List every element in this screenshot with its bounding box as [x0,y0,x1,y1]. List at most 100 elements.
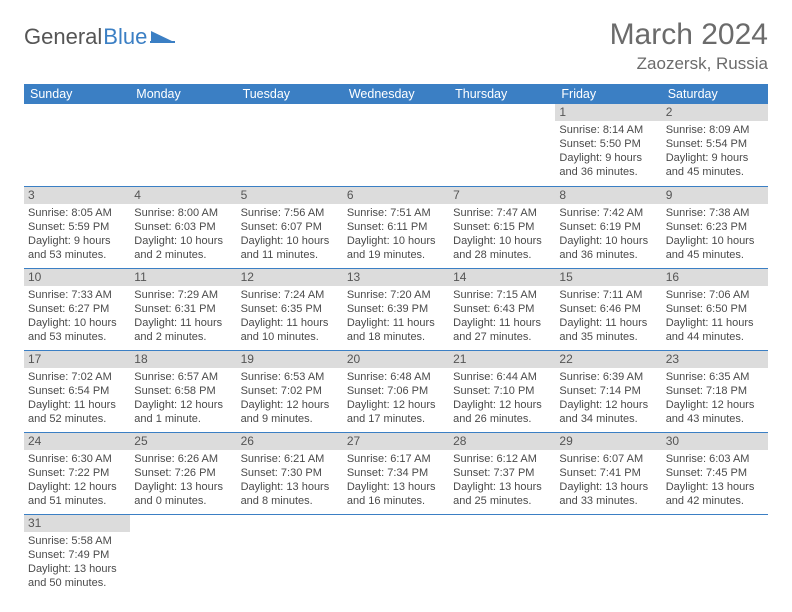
daylight-text-2: and 18 minutes. [347,330,445,344]
day-number: 24 [24,433,130,450]
daylight-text-1: Daylight: 10 hours [134,234,232,248]
daylight-text-2: and 52 minutes. [28,412,126,426]
day-body: Sunrise: 6:57 AMSunset: 6:58 PMDaylight:… [130,368,236,429]
calendar-cell: 17Sunrise: 7:02 AMSunset: 6:54 PMDayligh… [24,350,130,432]
daylight-text-2: and 9 minutes. [241,412,339,426]
daylight-text-2: and 35 minutes. [559,330,657,344]
day-number: 13 [343,269,449,286]
calendar-head: SundayMondayTuesdayWednesdayThursdayFrid… [24,84,768,104]
day-body: Sunrise: 7:42 AMSunset: 6:19 PMDaylight:… [555,204,661,265]
calendar-cell: 10Sunrise: 7:33 AMSunset: 6:27 PMDayligh… [24,268,130,350]
sunrise-text: Sunrise: 7:24 AM [241,288,339,302]
calendar-cell [130,514,236,596]
sunrise-text: Sunrise: 8:05 AM [28,206,126,220]
sunrise-text: Sunrise: 8:00 AM [134,206,232,220]
daylight-text-2: and 8 minutes. [241,494,339,508]
sunrise-text: Sunrise: 7:11 AM [559,288,657,302]
calendar-cell [343,104,449,186]
calendar-cell: 1Sunrise: 8:14 AMSunset: 5:50 PMDaylight… [555,104,661,186]
daylight-text-1: Daylight: 11 hours [453,316,551,330]
calendar-cell: 14Sunrise: 7:15 AMSunset: 6:43 PMDayligh… [449,268,555,350]
day-number: 23 [662,351,768,368]
day-body: Sunrise: 7:33 AMSunset: 6:27 PMDaylight:… [24,286,130,347]
day-number: 6 [343,187,449,204]
calendar-row: 31Sunrise: 5:58 AMSunset: 7:49 PMDayligh… [24,514,768,596]
sunrise-text: Sunrise: 6:48 AM [347,370,445,384]
daylight-text-1: Daylight: 13 hours [347,480,445,494]
day-body: Sunrise: 5:58 AMSunset: 7:49 PMDaylight:… [24,532,130,593]
daylight-text-1: Daylight: 11 hours [666,316,764,330]
sunrise-text: Sunrise: 6:57 AM [134,370,232,384]
calendar-cell: 23Sunrise: 6:35 AMSunset: 7:18 PMDayligh… [662,350,768,432]
sunrise-text: Sunrise: 7:02 AM [28,370,126,384]
sunset-text: Sunset: 6:54 PM [28,384,126,398]
day-body: Sunrise: 7:11 AMSunset: 6:46 PMDaylight:… [555,286,661,347]
sunrise-text: Sunrise: 7:20 AM [347,288,445,302]
day-body: Sunrise: 8:00 AMSunset: 6:03 PMDaylight:… [130,204,236,265]
daylight-text-2: and 2 minutes. [134,248,232,262]
calendar-cell: 8Sunrise: 7:42 AMSunset: 6:19 PMDaylight… [555,186,661,268]
day-number: 27 [343,433,449,450]
day-number: 7 [449,187,555,204]
daylight-text-1: Daylight: 12 hours [347,398,445,412]
daylight-text-1: Daylight: 10 hours [347,234,445,248]
day-body: Sunrise: 6:35 AMSunset: 7:18 PMDaylight:… [662,368,768,429]
weekday-header: Tuesday [237,84,343,104]
calendar-cell: 24Sunrise: 6:30 AMSunset: 7:22 PMDayligh… [24,432,130,514]
daylight-text-1: Daylight: 9 hours [28,234,126,248]
calendar-cell [237,104,343,186]
daylight-text-2: and 1 minute. [134,412,232,426]
day-number: 14 [449,269,555,286]
sunset-text: Sunset: 7:30 PM [241,466,339,480]
title-block: March 2024 Zaozersk, Russia [610,18,768,74]
sunrise-text: Sunrise: 7:56 AM [241,206,339,220]
sunset-text: Sunset: 7:41 PM [559,466,657,480]
day-body: Sunrise: 7:51 AMSunset: 6:11 PMDaylight:… [343,204,449,265]
sunset-text: Sunset: 6:15 PM [453,220,551,234]
day-body: Sunrise: 7:02 AMSunset: 6:54 PMDaylight:… [24,368,130,429]
daylight-text-2: and 16 minutes. [347,494,445,508]
sunset-text: Sunset: 6:50 PM [666,302,764,316]
sunset-text: Sunset: 6:39 PM [347,302,445,316]
daylight-text-2: and 53 minutes. [28,248,126,262]
day-number: 29 [555,433,661,450]
daylight-text-1: Daylight: 12 hours [241,398,339,412]
sunrise-text: Sunrise: 6:39 AM [559,370,657,384]
daylight-text-2: and 28 minutes. [453,248,551,262]
sunset-text: Sunset: 6:46 PM [559,302,657,316]
daylight-text-2: and 25 minutes. [453,494,551,508]
sunset-text: Sunset: 7:06 PM [347,384,445,398]
daylight-text-1: Daylight: 13 hours [28,562,126,576]
sunset-text: Sunset: 5:54 PM [666,137,764,151]
sunrise-text: Sunrise: 7:15 AM [453,288,551,302]
sunset-text: Sunset: 7:34 PM [347,466,445,480]
sunset-text: Sunset: 6:31 PM [134,302,232,316]
daylight-text-2: and 51 minutes. [28,494,126,508]
day-body: Sunrise: 6:07 AMSunset: 7:41 PMDaylight:… [555,450,661,511]
daylight-text-2: and 19 minutes. [347,248,445,262]
daylight-text-1: Daylight: 12 hours [28,480,126,494]
sunrise-text: Sunrise: 6:26 AM [134,452,232,466]
day-number: 16 [662,269,768,286]
daylight-text-1: Daylight: 13 hours [134,480,232,494]
day-body: Sunrise: 6:44 AMSunset: 7:10 PMDaylight:… [449,368,555,429]
calendar-cell: 25Sunrise: 6:26 AMSunset: 7:26 PMDayligh… [130,432,236,514]
weekday-header: Thursday [449,84,555,104]
day-body: Sunrise: 7:06 AMSunset: 6:50 PMDaylight:… [662,286,768,347]
sunrise-text: Sunrise: 6:07 AM [559,452,657,466]
calendar-cell: 6Sunrise: 7:51 AMSunset: 6:11 PMDaylight… [343,186,449,268]
header: GeneralBlue March 2024 Zaozersk, Russia [24,18,768,74]
sunset-text: Sunset: 5:50 PM [559,137,657,151]
daylight-text-1: Daylight: 11 hours [241,316,339,330]
daylight-text-1: Daylight: 13 hours [559,480,657,494]
calendar-cell [237,514,343,596]
day-number: 10 [24,269,130,286]
flag-icon [150,24,176,50]
daylight-text-2: and 43 minutes. [666,412,764,426]
weekday-header: Friday [555,84,661,104]
calendar-row: 17Sunrise: 7:02 AMSunset: 6:54 PMDayligh… [24,350,768,432]
day-number: 17 [24,351,130,368]
daylight-text-2: and 36 minutes. [559,248,657,262]
month-title: March 2024 [610,18,768,52]
daylight-text-1: Daylight: 13 hours [453,480,551,494]
